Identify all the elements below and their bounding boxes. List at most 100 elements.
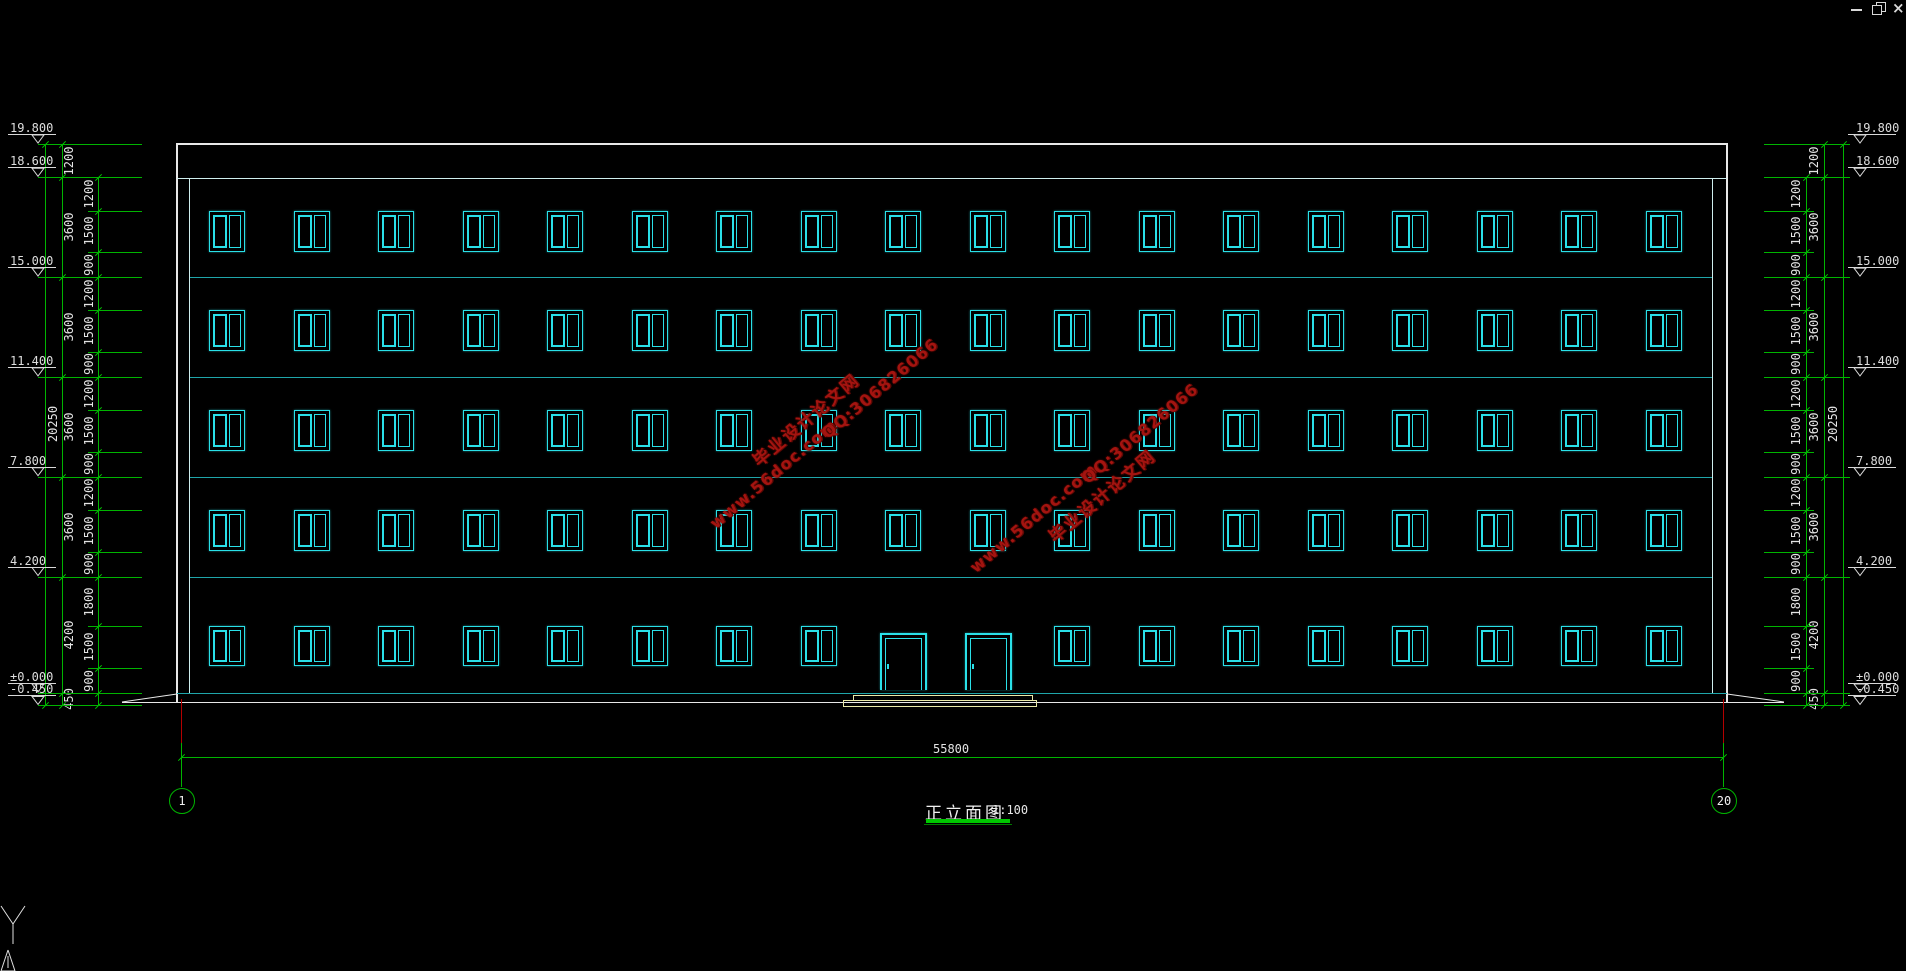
window	[1645, 210, 1682, 252]
elevation-triangle-icon	[31, 167, 45, 178]
elevation-mark-line	[1848, 695, 1896, 697]
dimension-label: 1200	[82, 478, 96, 508]
window	[547, 210, 583, 252]
window-pane-left	[1058, 630, 1072, 663]
elevation-triangle-icon	[1853, 167, 1867, 178]
window	[1223, 210, 1259, 252]
witness-line	[38, 576, 142, 578]
window-pane-left	[466, 514, 481, 547]
window-pane-left	[466, 630, 481, 663]
window-pane-right	[736, 630, 748, 663]
window-pane-right	[1158, 414, 1171, 448]
window	[1054, 410, 1090, 452]
dimension-label: 1500	[82, 632, 96, 662]
parapet-line	[177, 178, 1727, 179]
dimension-label: 1500	[1789, 316, 1803, 346]
grade-line	[121, 693, 178, 703]
dimension-label: 900	[82, 453, 96, 476]
window-pane-left	[551, 314, 565, 348]
window-pane-right	[989, 214, 1002, 248]
dimension-label: 1500	[82, 216, 96, 246]
witness-line	[38, 177, 142, 179]
elevation-label: 18.600	[1856, 154, 1900, 169]
window-pane-left	[1227, 314, 1241, 348]
grid-bubble-1-label: 1	[178, 794, 186, 808]
dimension-label: 450	[1807, 688, 1821, 711]
window-pane-right	[313, 214, 326, 248]
window-pane-right	[651, 214, 664, 248]
window-pane-left	[973, 514, 988, 547]
window	[1476, 410, 1513, 452]
witness-line	[1764, 626, 1814, 628]
elevation-mark-line	[1848, 366, 1896, 368]
elevation-label: 11.400	[10, 353, 54, 368]
window-pane-right	[1158, 514, 1171, 547]
elevation-triangle-icon	[1853, 567, 1867, 577]
elevation-mark-line	[8, 134, 56, 135]
window-pane-left	[213, 630, 227, 663]
window	[1054, 310, 1090, 352]
window-pane-right	[482, 314, 495, 348]
elevation-mark-line	[8, 267, 56, 269]
window	[1138, 410, 1175, 452]
building-outline-right	[1726, 143, 1728, 703]
window	[1645, 626, 1682, 667]
window-pane-right	[482, 414, 495, 448]
dimension-label: 1500	[1789, 516, 1803, 546]
window	[462, 410, 499, 452]
restore-button[interactable]	[1872, 2, 1886, 15]
dimension-label: 1200	[82, 279, 96, 309]
witness-line	[1764, 451, 1814, 453]
window	[547, 626, 583, 667]
window	[1392, 310, 1428, 352]
window-pane-right	[1243, 314, 1255, 348]
window-pane-left	[635, 314, 650, 348]
window-pane-right	[820, 214, 833, 248]
witness-line	[88, 210, 142, 212]
window-pane-left	[1058, 414, 1072, 448]
window	[378, 510, 414, 551]
window-pane-left	[213, 414, 227, 448]
door-handle	[971, 663, 974, 669]
window	[885, 210, 921, 252]
window-pane-left	[1227, 514, 1241, 547]
window-pane-left	[1311, 314, 1326, 348]
window	[1307, 310, 1344, 352]
window-pane-right	[820, 514, 833, 547]
window-pane-right	[1496, 214, 1509, 248]
window-pane-left	[1649, 514, 1664, 547]
window-pane-right	[1327, 630, 1340, 663]
dimension-label: 900	[1789, 669, 1803, 692]
window-pane-left	[720, 514, 734, 547]
witness-line	[88, 510, 142, 511]
window-pane-left	[1396, 630, 1410, 663]
window-pane-right	[1158, 214, 1171, 248]
window-pane-right	[989, 314, 1002, 348]
window	[1561, 310, 1597, 352]
close-button[interactable]: ×	[1892, 0, 1905, 17]
window-pane-left	[1396, 514, 1410, 547]
window	[293, 626, 330, 667]
window-pane-right	[820, 414, 833, 448]
window-pane-right	[398, 314, 410, 348]
dimension-label: 900	[1789, 453, 1803, 476]
window-pane-right	[1581, 314, 1593, 348]
window	[631, 310, 668, 352]
window-pane-right	[229, 514, 241, 547]
window	[1223, 626, 1259, 667]
window	[547, 510, 583, 551]
dimension-label: 450	[62, 688, 76, 711]
elevation-triangle-icon	[31, 567, 45, 577]
window-pane-left	[297, 414, 312, 448]
elevation-label: 7.800	[10, 453, 47, 468]
window-pane-right	[1243, 514, 1255, 547]
minimize-button[interactable]	[1851, 9, 1862, 11]
window-pane-right	[651, 630, 664, 663]
window-pane-left	[1649, 630, 1664, 663]
dimension-chain-line	[1824, 144, 1825, 706]
window-pane-right	[989, 514, 1002, 547]
window-pane-right	[1412, 414, 1424, 448]
window-pane-left	[1565, 414, 1579, 448]
window	[631, 210, 668, 252]
